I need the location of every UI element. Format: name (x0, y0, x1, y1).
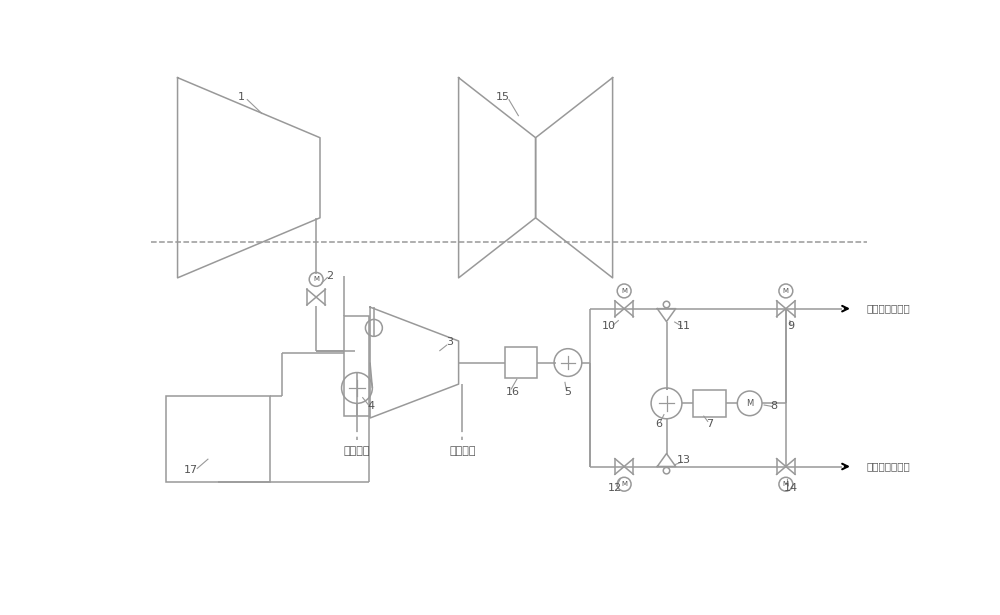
Text: 16: 16 (506, 387, 520, 397)
Text: 9: 9 (788, 322, 795, 331)
Text: 2: 2 (326, 271, 334, 280)
Text: 1: 1 (238, 92, 245, 102)
Text: 5: 5 (564, 387, 571, 397)
Bar (505, 347, 537, 378)
Text: 15: 15 (496, 92, 510, 102)
Text: 11: 11 (676, 322, 690, 331)
Text: 12: 12 (608, 483, 622, 493)
Text: 4: 4 (367, 402, 374, 411)
Bar (693, 389, 726, 417)
Text: M: M (621, 481, 627, 487)
Bar (344, 316, 369, 416)
Text: 6: 6 (655, 419, 662, 429)
Text: 去凝汽器: 去凝汽器 (449, 446, 476, 456)
Text: M: M (783, 288, 789, 294)
Text: 17: 17 (184, 466, 198, 475)
Text: 7: 7 (706, 419, 713, 429)
Text: 13: 13 (676, 455, 690, 466)
Text: M: M (313, 276, 319, 282)
Bar (166, 395, 270, 482)
Text: 3: 3 (446, 337, 453, 347)
Text: 8: 8 (771, 402, 778, 411)
Text: M: M (746, 399, 753, 408)
Text: 锅炉给水: 锅炉给水 (344, 446, 370, 456)
Text: M: M (783, 481, 789, 487)
Text: 10: 10 (602, 322, 616, 331)
Text: M: M (621, 288, 627, 294)
Text: 热网循环水回水: 热网循环水回水 (867, 304, 910, 314)
Text: 热网循环水给水: 热网循环水给水 (867, 461, 910, 472)
Text: 14: 14 (784, 483, 798, 493)
